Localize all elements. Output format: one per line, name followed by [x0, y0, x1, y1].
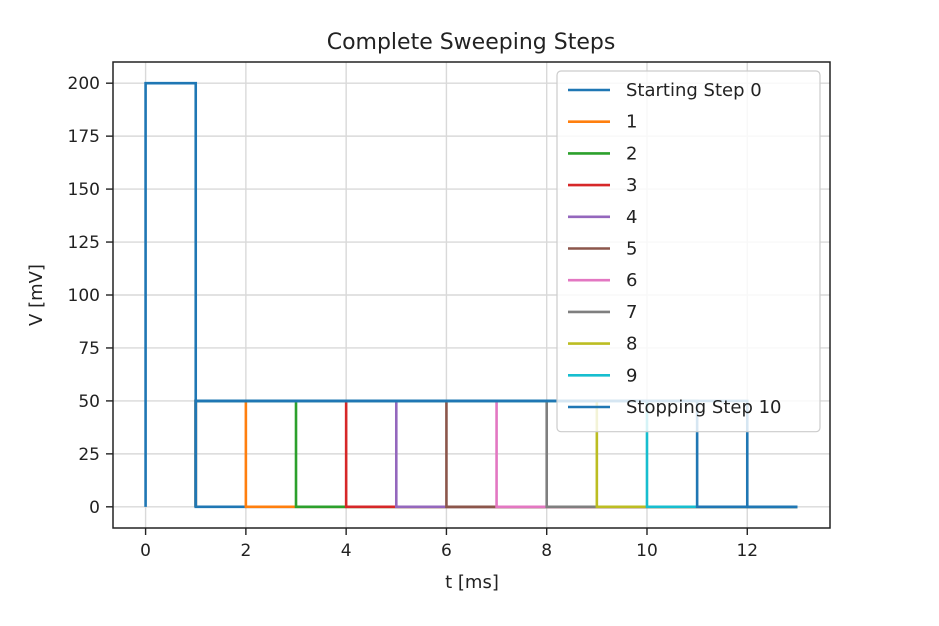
legend-label-5: 5 — [626, 239, 637, 260]
x-tick-label-4: 4 — [341, 541, 352, 561]
legend-label-6: 6 — [626, 270, 637, 291]
legend-label-3: 3 — [626, 175, 637, 196]
legend-label-7: 7 — [626, 302, 637, 323]
y-tick-label-150: 150 — [68, 180, 100, 200]
x-axis-ticks: 0 2 4 6 8 10 12 — [140, 528, 758, 561]
legend-label-0: Starting Step 0 — [626, 80, 762, 101]
y-axis-ticks: 0 25 50 75 100 125 150 175 200 — [68, 74, 113, 518]
y-tick-label-75: 75 — [78, 339, 100, 359]
legend-label-9: 9 — [626, 365, 637, 386]
y-tick-label-0: 0 — [89, 498, 100, 518]
x-tick-label-0: 0 — [140, 541, 151, 561]
x-tick-label-10: 10 — [636, 541, 658, 561]
y-tick-label-200: 200 — [68, 74, 100, 94]
legend-label-10: Stopping Step 10 — [626, 397, 782, 418]
legend-box — [556, 70, 821, 433]
legend-label-8: 8 — [626, 334, 637, 355]
y-tick-label-125: 125 — [68, 233, 100, 253]
legend: Starting Step 0 1 2 3 4 5 6 7 8 9 Stopping Step 10 — [556, 70, 821, 433]
y-axis-label: V [mV] — [26, 264, 47, 326]
y-tick-label-50: 50 — [78, 392, 100, 412]
x-tick-label-2: 2 — [240, 541, 251, 561]
x-tick-label-8: 8 — [541, 541, 552, 561]
y-tick-label-100: 100 — [68, 286, 100, 306]
legend-label-1: 1 — [626, 112, 637, 133]
legend-label-2: 2 — [626, 143, 637, 164]
x-axis-label: t [ms] — [445, 572, 499, 593]
y-tick-label-25: 25 — [78, 445, 100, 465]
y-tick-label-175: 175 — [68, 127, 100, 147]
x-tick-label-12: 12 — [736, 541, 758, 561]
legend-label-4: 4 — [626, 207, 637, 228]
chart-title: Complete Sweeping Steps — [327, 30, 616, 55]
x-tick-label-6: 6 — [441, 541, 452, 561]
